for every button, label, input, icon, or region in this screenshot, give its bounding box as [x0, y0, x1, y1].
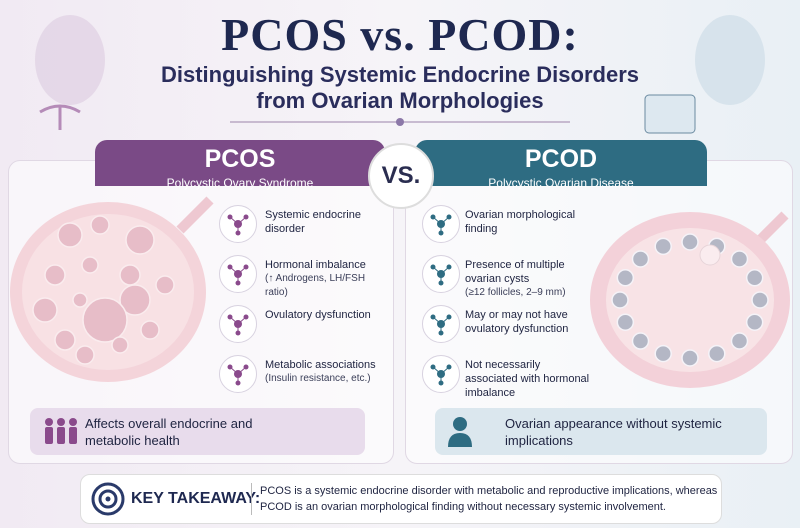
left-footer: Affects overall endocrine and metabolic …: [30, 408, 365, 455]
icon-glyph: [227, 314, 249, 336]
right-tab: PCOD Polycystic Ovarian Disease: [415, 140, 707, 190]
target-icon: [91, 482, 125, 516]
right-title: PCOD: [524, 145, 598, 173]
item-text: May or may not have ovulatory dysfunctio…: [465, 309, 569, 335]
icon-glyph: [430, 264, 452, 286]
item-icon: [219, 205, 257, 243]
item-detail: (Insulin resistance, etc.): [265, 373, 371, 384]
left-title: PCOS: [204, 145, 276, 173]
item: Not necessarily associated with hormonal…: [465, 358, 593, 400]
icon-glyph: [227, 214, 249, 236]
icon-glyph: [227, 264, 249, 286]
left-tab: PCOS Polycystic Ovary Syndrome: [95, 140, 385, 190]
item-text: Metabolic associations: [265, 359, 376, 371]
left-subtitle: Polycystic Ovary Syndrome: [166, 176, 314, 190]
icon-glyph: [430, 214, 452, 236]
item-icon: [422, 205, 460, 243]
icon-glyph: [430, 364, 452, 386]
takeaway-text: PCOS is a systemic endocrine disorder wi…: [251, 483, 720, 515]
takeaway: KEY TAKEAWAY: PCOS is a systemic endocri…: [80, 474, 722, 524]
item: May or may not have ovulatory dysfunctio…: [465, 308, 593, 336]
item: Metabolic associations (Insulin resistanc…: [265, 358, 383, 386]
icon-glyph: [227, 364, 249, 386]
people-icon: [45, 418, 77, 444]
item-icon: [219, 305, 257, 343]
left-footer-text: Affects overall endocrine and metabolic …: [85, 416, 253, 448]
right-subtitle: Polycystic Ovarian Disease: [488, 176, 634, 190]
item: Presence of multiple ovarian cysts (≥12 f…: [465, 258, 593, 300]
right-footer-text: Ovarian appearance without systemic impl…: [505, 416, 722, 448]
title: PCOS vs. PCOD:: [221, 9, 579, 60]
item-icon: [422, 355, 460, 393]
right-footer: Ovarian appearance without systemic impl…: [435, 408, 767, 455]
item-detail: (≥12 follicles, 2–9 mm): [465, 287, 566, 298]
item-detail: (↑ Androgens, LH/FSH ratio): [265, 273, 366, 298]
item: Ovarian morphological finding: [465, 208, 593, 236]
item-text: Presence of multiple ovarian cysts: [465, 259, 565, 285]
item: Systemic endocrine disorder: [265, 208, 383, 236]
item-icon: [422, 255, 460, 293]
subtitle: from Ovarian Morphologies: [256, 88, 544, 113]
item-text: Not necessarily associated with hormonal…: [465, 359, 590, 399]
takeaway-label: KEY TAKEAWAY:: [131, 490, 261, 507]
item-text: Ovulatory dysfunction: [265, 309, 371, 321]
item: Ovulatory dysfunction: [265, 308, 383, 322]
item-icon: [219, 355, 257, 393]
item-icon: [422, 305, 460, 343]
item-icon: [219, 255, 257, 293]
item-text: Hormonal imbalance: [265, 259, 366, 271]
vs-badge: VS.: [368, 143, 434, 209]
icon-glyph: [430, 314, 452, 336]
item-text: Systemic endocrine disorder: [265, 209, 361, 235]
subtitle: Distinguishing Systemic Endocrine Disord…: [161, 62, 639, 87]
item-text: Ovarian morphological finding: [465, 209, 576, 235]
person-icon: [448, 417, 472, 447]
item: Hormonal imbalance (↑ Androgens, LH/FSH r…: [265, 258, 383, 300]
